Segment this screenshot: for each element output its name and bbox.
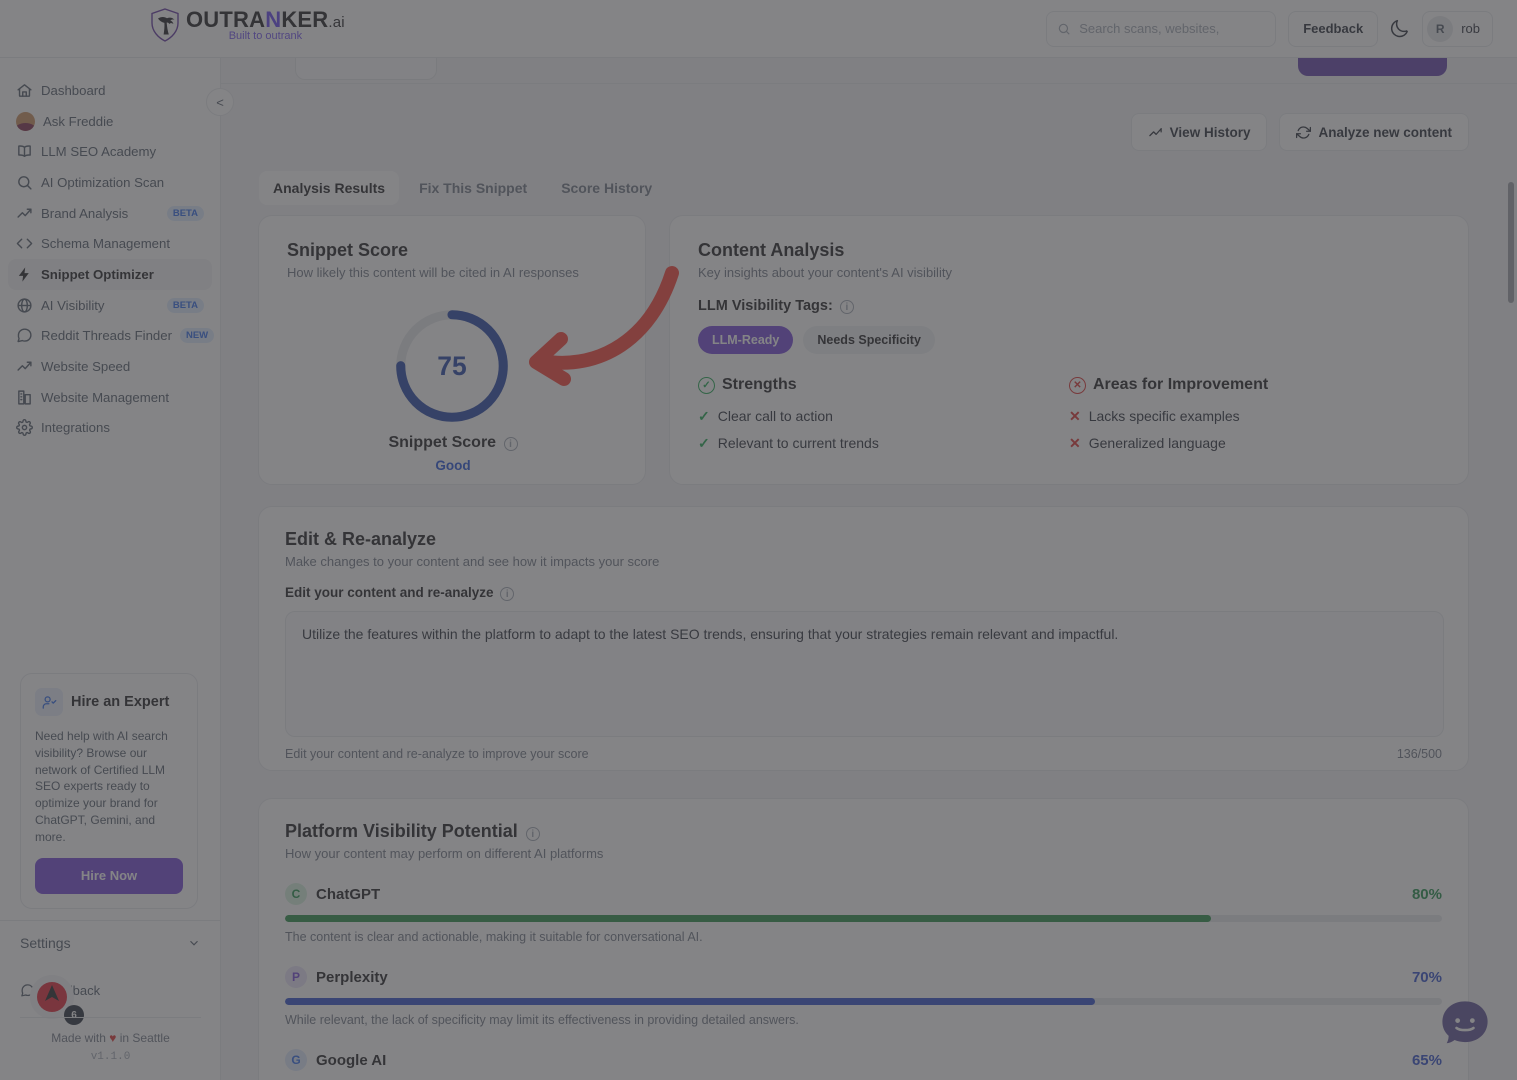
svg-text:75: 75 bbox=[437, 351, 466, 381]
